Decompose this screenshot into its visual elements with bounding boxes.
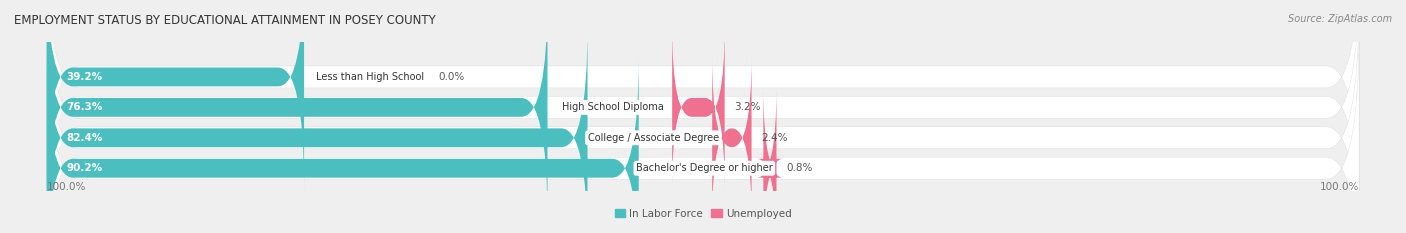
Text: Less than High School: Less than High School — [315, 72, 423, 82]
FancyBboxPatch shape — [46, 0, 1360, 233]
FancyBboxPatch shape — [46, 0, 1360, 218]
Text: EMPLOYMENT STATUS BY EDUCATIONAL ATTAINMENT IN POSEY COUNTY: EMPLOYMENT STATUS BY EDUCATIONAL ATTAINM… — [14, 14, 436, 27]
FancyBboxPatch shape — [713, 56, 752, 220]
Text: 82.4%: 82.4% — [66, 133, 103, 143]
Text: 0.8%: 0.8% — [786, 163, 813, 173]
Text: 0.0%: 0.0% — [439, 72, 465, 82]
Text: College / Associate Degree: College / Associate Degree — [588, 133, 718, 143]
Text: 100.0%: 100.0% — [46, 182, 86, 192]
Text: Source: ZipAtlas.com: Source: ZipAtlas.com — [1288, 14, 1392, 24]
FancyBboxPatch shape — [46, 0, 304, 189]
Text: 39.2%: 39.2% — [66, 72, 103, 82]
Text: 100.0%: 100.0% — [1320, 182, 1360, 192]
FancyBboxPatch shape — [46, 27, 1360, 233]
FancyBboxPatch shape — [46, 0, 547, 220]
Text: 3.2%: 3.2% — [734, 102, 761, 112]
Text: 2.4%: 2.4% — [762, 133, 787, 143]
FancyBboxPatch shape — [756, 86, 783, 233]
FancyBboxPatch shape — [46, 0, 1360, 233]
Text: High School Diploma: High School Diploma — [562, 102, 664, 112]
Text: Bachelor's Degree or higher: Bachelor's Degree or higher — [636, 163, 773, 173]
Text: 90.2%: 90.2% — [66, 163, 103, 173]
FancyBboxPatch shape — [46, 25, 588, 233]
Text: 76.3%: 76.3% — [66, 102, 103, 112]
FancyBboxPatch shape — [46, 56, 638, 233]
Legend: In Labor Force, Unemployed: In Labor Force, Unemployed — [614, 209, 792, 219]
FancyBboxPatch shape — [672, 25, 724, 189]
